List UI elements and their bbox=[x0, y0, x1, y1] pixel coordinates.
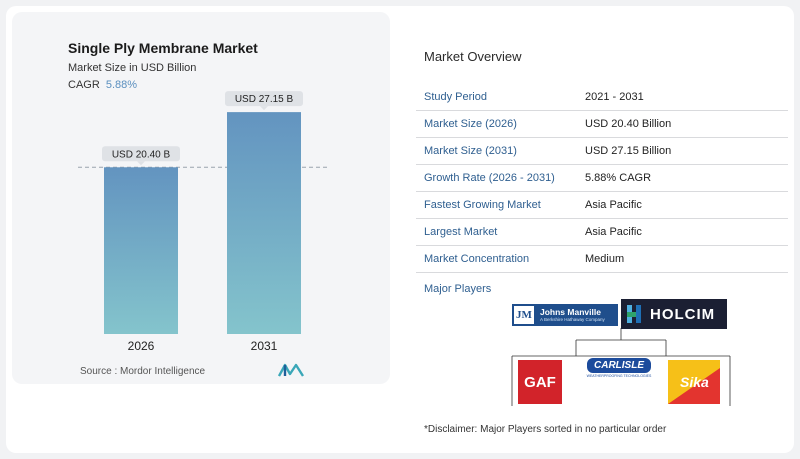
overview-table: Study Period 2021 - 2031 Market Size (2026… bbox=[416, 84, 788, 273]
overview-value: 2021 - 2031 bbox=[585, 91, 644, 103]
data-label-pointer bbox=[260, 106, 268, 111]
bar bbox=[227, 112, 301, 335]
cagr-value: 5.88% bbox=[105, 79, 138, 91]
players-connector-lines bbox=[511, 328, 731, 406]
carlisle-tagline: WEATHERPROOFING TECHNOLOGIES bbox=[586, 374, 652, 378]
johns-manville-name: Johns Manville bbox=[540, 307, 601, 317]
holcim-mark-icon bbox=[627, 305, 641, 323]
chart-subtitle: Market Size in USD Billion bbox=[68, 62, 197, 74]
overview-key: Fastest Growing Market bbox=[424, 199, 541, 211]
holcim-name: HOLCIM bbox=[650, 305, 716, 323]
overview-value: Asia Pacific bbox=[585, 199, 642, 211]
overview-key: Market Size (2026) bbox=[424, 118, 517, 130]
x-tick-label: 2026 bbox=[128, 339, 155, 353]
overview-value: USD 20.40 Billion bbox=[585, 118, 672, 130]
overview-key: Market Size (2031) bbox=[424, 145, 517, 157]
overview-row: Market Size (2026) USD 20.40 Billion bbox=[416, 111, 788, 138]
jm-monogram-icon: JM bbox=[512, 304, 536, 326]
overview-row: Fastest Growing Market Asia Pacific bbox=[416, 192, 788, 219]
overview-row: Study Period 2021 - 2031 bbox=[416, 84, 788, 111]
disclaimer-text: *Disclaimer: Major Players sorted in no … bbox=[424, 424, 667, 435]
data-label-bg bbox=[225, 91, 303, 107]
overview-value: Asia Pacific bbox=[585, 226, 642, 238]
sika-name: Sika bbox=[680, 374, 709, 390]
bar bbox=[104, 167, 178, 334]
x-tick-label: 2031 bbox=[251, 339, 278, 353]
overview-title: Market Overview bbox=[424, 49, 522, 64]
chart-cagr: CAGR 5.88% bbox=[68, 79, 137, 91]
data-label-bg bbox=[102, 146, 180, 162]
overview-value: 5.88% CAGR bbox=[585, 172, 652, 184]
overview-key: Study Period bbox=[424, 91, 487, 103]
major-players-title: Major Players bbox=[424, 283, 492, 295]
chart-card bbox=[12, 12, 390, 384]
mordor-logo-icon bbox=[278, 363, 304, 377]
overview-key: Largest Market bbox=[424, 226, 498, 238]
source-text: Source : Mordor Intelligence bbox=[80, 366, 206, 377]
data-label: USD 27.15 B bbox=[235, 94, 294, 105]
overview-value: USD 27.15 Billion bbox=[585, 145, 672, 157]
cagr-label: CAGR bbox=[68, 79, 100, 91]
chart-title: Single Ply Membrane Market bbox=[68, 40, 258, 56]
johns-manville-tagline: A Berkshire Hathaway Company bbox=[540, 317, 605, 322]
sika-wedge-icon bbox=[668, 368, 720, 404]
overview-key: Market Concentration bbox=[424, 253, 530, 265]
sika-logo: Sika bbox=[668, 360, 720, 404]
overview-value: Medium bbox=[585, 253, 625, 265]
bar-chart: USD 20.40 B 2026 USD 27.15 B 2031 bbox=[78, 91, 328, 353]
johns-manville-logo: JM Johns Manville A Berkshire Hathaway C… bbox=[512, 304, 618, 326]
holcim-logo: HOLCIM bbox=[621, 299, 727, 329]
overview-row: Market Concentration Medium bbox=[416, 246, 788, 273]
gaf-name: GAF bbox=[524, 373, 556, 391]
carlisle-name: CARLISLE bbox=[587, 358, 651, 373]
overview-row: Growth Rate (2026 - 2031) 5.88% CAGR bbox=[416, 165, 788, 192]
data-label: USD 20.40 B bbox=[112, 149, 171, 160]
gaf-logo: GAF bbox=[518, 360, 562, 404]
carlisle-logo: CARLISLE WEATHERPROOFING TECHNOLOGIES bbox=[578, 358, 660, 384]
data-label-pointer bbox=[137, 161, 145, 166]
overview-row: Market Size (2031) USD 27.15 Billion bbox=[416, 138, 788, 165]
overview-row: Largest Market Asia Pacific bbox=[416, 219, 788, 246]
overview-key: Growth Rate (2026 - 2031) bbox=[424, 172, 555, 184]
